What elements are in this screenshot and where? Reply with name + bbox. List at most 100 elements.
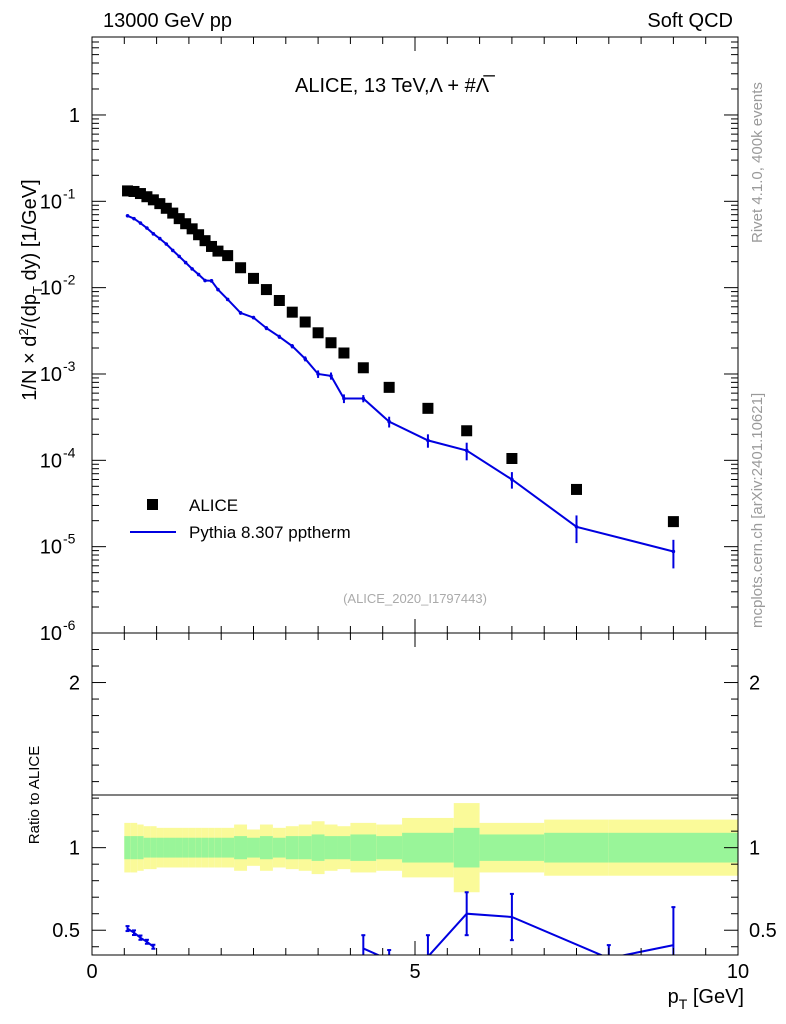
data-point bbox=[199, 235, 211, 247]
y-tick-label-exp: -1 bbox=[63, 185, 76, 201]
data-point bbox=[134, 188, 146, 200]
data-point bbox=[122, 185, 134, 197]
main-axis-ticks bbox=[91, 36, 739, 634]
data-series-main bbox=[122, 185, 679, 528]
band-inner-bin bbox=[201, 837, 209, 858]
band-inner-bin bbox=[259, 836, 273, 860]
band-inner-bin bbox=[311, 834, 325, 861]
band-inner-bin bbox=[453, 827, 480, 868]
data-point bbox=[325, 337, 337, 349]
data-point bbox=[357, 362, 369, 374]
legend: ALICE Pythia 8.307 pptherm bbox=[130, 496, 351, 542]
ratio-y-tick-label-left: 0.5 bbox=[52, 920, 80, 942]
data-point bbox=[286, 306, 298, 318]
mc-point-main bbox=[177, 254, 182, 259]
y-tick-label-exp: -6 bbox=[63, 617, 76, 633]
band-inner-bin bbox=[130, 836, 138, 860]
mc-point-main bbox=[196, 272, 201, 277]
band-inner-bin bbox=[156, 837, 164, 858]
band-inner-bin bbox=[298, 836, 312, 860]
uncertainty-bands bbox=[124, 803, 738, 893]
y-tick-label-main: 10 bbox=[40, 278, 62, 300]
mc-point-main bbox=[464, 448, 469, 453]
data-point bbox=[160, 202, 172, 214]
data-point bbox=[154, 198, 166, 210]
data-point bbox=[422, 402, 434, 414]
y-tick-label-main: 10 bbox=[40, 623, 62, 645]
mc-point-main bbox=[209, 279, 214, 283]
mc-point-main bbox=[329, 374, 333, 378]
y-tick-label-base: 10 bbox=[40, 623, 62, 645]
band-inner-bin bbox=[150, 837, 157, 858]
mc-point-main bbox=[170, 248, 175, 253]
x-tick-label: 5 bbox=[409, 961, 420, 983]
data-point bbox=[173, 213, 185, 225]
band-inner-bin bbox=[608, 832, 738, 863]
data-point bbox=[667, 516, 679, 528]
mc-point-main bbox=[125, 213, 130, 218]
mcplots-label: mcplots.cern.ch [arXiv:2401.10621] bbox=[749, 393, 766, 628]
mc-point-main bbox=[164, 242, 169, 246]
y-tick-label-main: 10 bbox=[40, 364, 62, 386]
analysis-id: (ALICE_2020_I1797443) bbox=[343, 591, 487, 606]
mc-point-main bbox=[183, 260, 188, 265]
y-tick-label-base: 10 bbox=[40, 278, 62, 300]
mc-point-main bbox=[387, 419, 391, 424]
main-panel: 110-110-210-310-410-510-6 ALICE, 13 TeV,… bbox=[16, 36, 739, 645]
ratio-y-tick-label-left: 1 bbox=[69, 838, 80, 860]
mc-point-main bbox=[277, 334, 282, 339]
data-point bbox=[383, 381, 395, 393]
y-tick-label-exp: -3 bbox=[63, 358, 76, 374]
ratio-y-tick-label-right: 1 bbox=[749, 838, 760, 860]
data-point bbox=[141, 191, 153, 203]
band-inner-bin bbox=[175, 837, 183, 858]
ratio-axis-ticks bbox=[91, 633, 739, 955]
band-inner-bin bbox=[221, 837, 235, 858]
mc-point-main bbox=[510, 477, 514, 482]
main-y-axis-label: 1/N × d2/(dpT dy) [1/GeV] bbox=[16, 179, 45, 400]
data-point bbox=[571, 483, 582, 495]
band-inner-bin bbox=[188, 837, 196, 858]
mc-point-main bbox=[145, 226, 149, 230]
mc-point-main bbox=[671, 549, 676, 554]
band-inner-bin bbox=[479, 834, 545, 861]
band-inner-bin bbox=[402, 832, 454, 863]
data-point bbox=[167, 207, 179, 219]
band-inner-bin bbox=[544, 832, 609, 863]
mc-line-ratio bbox=[362, 912, 674, 955]
data-point bbox=[273, 294, 285, 306]
y-tick-label-base: 10 bbox=[40, 191, 62, 213]
mc-point-main bbox=[151, 232, 156, 236]
band-inner-bin bbox=[350, 834, 377, 861]
y-tick-label-base: 10 bbox=[40, 537, 62, 559]
mc-point-main bbox=[316, 372, 320, 376]
mc-point-main bbox=[264, 326, 269, 330]
data-point bbox=[338, 347, 350, 359]
band-inner-bin bbox=[182, 837, 189, 858]
x-axis-label: pT [GeV] bbox=[668, 986, 744, 1012]
data-point bbox=[299, 316, 311, 328]
data-point bbox=[461, 425, 473, 437]
mc-point-main bbox=[361, 396, 366, 401]
legend-data-marker bbox=[147, 499, 158, 510]
mc-point-main bbox=[225, 297, 230, 302]
ratio-y-tick-label-right: 0.5 bbox=[749, 920, 777, 942]
data-point bbox=[248, 272, 259, 284]
band-inner-bin bbox=[234, 836, 248, 860]
y-tick-label-exp: -2 bbox=[63, 272, 76, 288]
mc-point-main bbox=[158, 236, 162, 241]
band-inner-bin bbox=[324, 836, 338, 860]
mc-point-main bbox=[132, 216, 136, 221]
band-inner-bin bbox=[247, 837, 260, 858]
plot-title-main: ALICE, 13 TeV, bbox=[295, 75, 430, 97]
band-inner-bin bbox=[272, 837, 286, 858]
data-point bbox=[186, 223, 198, 235]
y-tick-label-base: 1 bbox=[69, 105, 80, 127]
ratio-y-axis-label: Ratio to ALICE bbox=[26, 746, 43, 844]
data-point bbox=[212, 245, 224, 257]
data-point bbox=[147, 194, 159, 206]
mc-point-main bbox=[251, 315, 256, 320]
ratio-y-tick-label-right: 2 bbox=[749, 673, 760, 695]
y-tick-label-base: 10 bbox=[40, 364, 62, 386]
